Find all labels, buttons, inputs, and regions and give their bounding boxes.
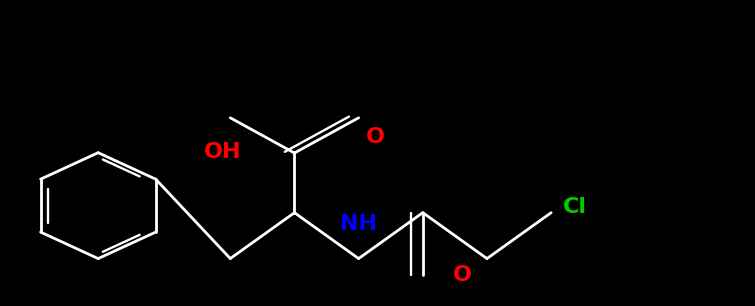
Text: NH: NH [340, 214, 378, 234]
Text: Cl: Cl [562, 196, 587, 217]
Text: O: O [453, 265, 472, 285]
Text: O: O [366, 127, 385, 147]
Text: OH: OH [204, 142, 242, 162]
